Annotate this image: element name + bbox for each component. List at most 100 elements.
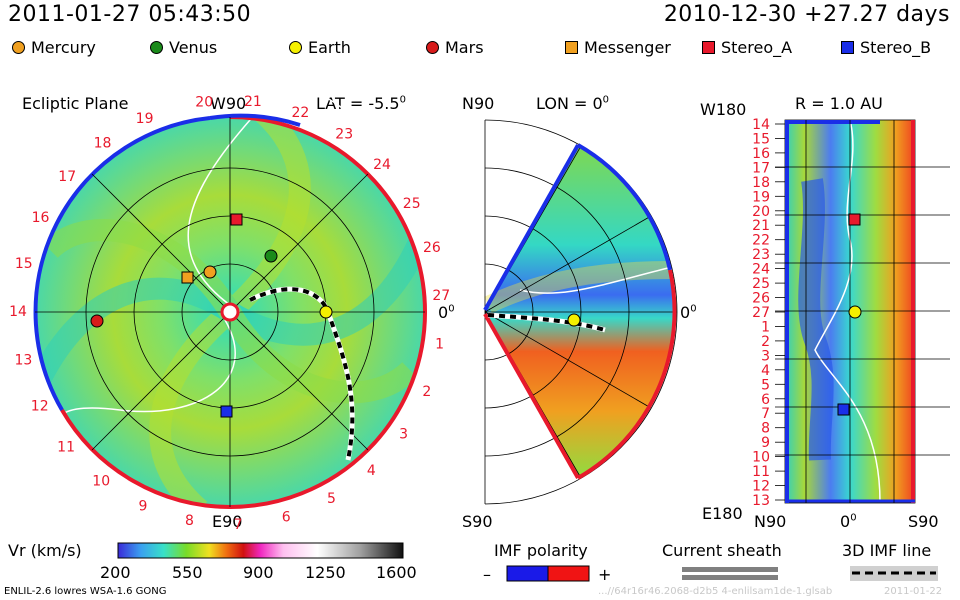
rotation-label: 13 bbox=[14, 353, 32, 369]
rotation-label: 14 bbox=[9, 304, 27, 320]
rotation-label: 25 bbox=[403, 196, 421, 212]
stereo-b-icon bbox=[220, 405, 233, 418]
run-date-footer: 2011-01-22 bbox=[884, 586, 943, 597]
mercury-icon bbox=[203, 265, 217, 279]
rotation-label: 11 bbox=[57, 440, 75, 456]
current-sheath-label: Current sheath bbox=[662, 541, 782, 560]
rotation-label: 17 bbox=[58, 169, 76, 185]
synoptic-day-label: 16 bbox=[752, 146, 770, 162]
meridional-grid bbox=[484, 119, 678, 505]
run-id-footer: ...//64r16r46.2068-d2b5 4-enlilsam1de-1.… bbox=[598, 586, 833, 597]
meridional-top-label: N90 bbox=[462, 94, 495, 113]
messenger-marker-icon bbox=[565, 41, 578, 54]
synoptic-day-label: 19 bbox=[752, 189, 770, 205]
synoptic-day-label: 9 bbox=[761, 435, 770, 451]
synoptic-day-label: 14 bbox=[752, 117, 770, 133]
earth-meridional-icon bbox=[567, 313, 581, 327]
meridional-lon-label: LON = 00 bbox=[536, 94, 610, 113]
imf-line-meridional bbox=[487, 313, 606, 332]
ecliptic-lat-label: LAT = -5.50 bbox=[316, 94, 406, 113]
current-sheath-meridional bbox=[519, 267, 669, 294]
colorbar-tick-900: 900 bbox=[243, 563, 274, 582]
legend-stereo-a: Stereo_A bbox=[702, 38, 792, 57]
synoptic-day-label: 25 bbox=[752, 276, 770, 292]
synoptic-x-left: N90 bbox=[754, 512, 787, 531]
legend-stereo-b: Stereo_B bbox=[841, 38, 931, 57]
rotation-label: 20 bbox=[195, 95, 213, 111]
synoptic-day-label: 13 bbox=[752, 493, 770, 509]
meridional-zero-label: 00 bbox=[680, 303, 697, 322]
synoptic-r-label: R = 1.0 AU bbox=[795, 94, 883, 113]
rotation-label: 18 bbox=[94, 136, 112, 152]
rotation-label: 16 bbox=[32, 210, 50, 226]
ecliptic-plane-disk bbox=[33, 90, 427, 509]
synoptic-day-label: 12 bbox=[752, 479, 770, 495]
velocity-colorbar bbox=[117, 542, 404, 559]
synoptic-day-label: 10 bbox=[752, 450, 770, 466]
synoptic-panel bbox=[775, 119, 950, 504]
imf-positive-swatch bbox=[547, 565, 590, 582]
synoptic-top-label: W180 bbox=[700, 100, 747, 119]
rotation-label: 10 bbox=[92, 473, 110, 489]
ecliptic-top-label: W90 bbox=[210, 94, 247, 113]
ecliptic-title: Ecliptic Plane bbox=[22, 94, 129, 113]
rotation-label: 3 bbox=[399, 427, 408, 443]
colorbar-label: Vr (km/s) bbox=[8, 541, 82, 560]
synoptic-day-label: 27 bbox=[752, 305, 770, 321]
synoptic-day-label: 23 bbox=[752, 247, 770, 263]
imf-line-label: 3D IMF line bbox=[842, 541, 932, 560]
stereo-a-marker-icon bbox=[702, 41, 715, 54]
rotation-label: 15 bbox=[15, 256, 33, 272]
legend-mars: Mars bbox=[426, 38, 484, 57]
venus-icon bbox=[264, 249, 278, 263]
rotation-label: 19 bbox=[136, 111, 154, 127]
model-footer: ENLIL-2.6 lowres WSA-1.6 GONG bbox=[4, 586, 167, 597]
synoptic-day-labels: 1415161718192021222324252627123456789101… bbox=[752, 117, 785, 509]
reference-date-label: 2010-12-30 +27.27 days bbox=[663, 2, 950, 27]
rotation-label: 2 bbox=[422, 384, 431, 400]
rotation-labels: 20 21222324252627123456789101112131415161… bbox=[9, 94, 450, 533]
current-sheath-ecliptic-2 bbox=[49, 319, 236, 441]
rotation-label: 9 bbox=[139, 498, 148, 514]
synoptic-day-label: 6 bbox=[761, 392, 770, 408]
mars-marker-icon bbox=[426, 41, 439, 54]
synoptic-x-mid: 00 bbox=[840, 512, 857, 531]
synoptic-day-label: 18 bbox=[752, 175, 770, 191]
messenger-icon bbox=[181, 271, 194, 284]
datetime-label: 2011-01-27 05:43:50 bbox=[8, 2, 252, 27]
rotation-label: 27 bbox=[432, 288, 450, 304]
synoptic-day-label: 26 bbox=[752, 291, 770, 307]
current-sheath-synoptic bbox=[814, 119, 881, 503]
rotation-label: 24 bbox=[373, 157, 391, 173]
imf-plus-label: + bbox=[598, 565, 612, 584]
synoptic-day-label: 24 bbox=[752, 262, 770, 278]
rotation-label: 6 bbox=[282, 509, 291, 525]
body-legend: Mercury Venus Earth Mars Messenger Stere… bbox=[12, 38, 952, 58]
imf-minus-label: – bbox=[483, 565, 491, 584]
mercury-marker-icon bbox=[12, 41, 25, 54]
colorbar-tick-1600: 1600 bbox=[376, 563, 417, 582]
synoptic-x-right: S90 bbox=[908, 512, 939, 531]
synoptic-day-label: 22 bbox=[752, 233, 770, 249]
ecliptic-bottom-label: E90 bbox=[212, 512, 243, 531]
rotation-label: 23 bbox=[335, 126, 353, 142]
imf-negative-swatch bbox=[506, 565, 549, 582]
ecliptic-zero-label: 00 bbox=[438, 303, 455, 322]
synoptic-day-label: 8 bbox=[761, 421, 770, 437]
imf-polarity-label: IMF polarity bbox=[494, 541, 588, 560]
current-sheath-swatch-2 bbox=[682, 575, 778, 580]
rotation-label: 21 bbox=[244, 94, 262, 110]
synoptic-day-label: 20 bbox=[752, 204, 770, 220]
synoptic-bottom-label: E180 bbox=[702, 504, 743, 523]
legend-venus: Venus bbox=[150, 38, 217, 57]
rotation-label: 7 bbox=[234, 517, 243, 533]
current-sheath-swatch bbox=[682, 567, 778, 572]
rotation-label: 12 bbox=[31, 399, 49, 415]
synoptic-day-label: 21 bbox=[752, 218, 770, 234]
synoptic-day-label: 5 bbox=[761, 377, 770, 393]
legend-messenger: Messenger bbox=[565, 38, 671, 57]
synoptic-day-label: 4 bbox=[761, 363, 770, 379]
meridional-bottom-label: S90 bbox=[462, 512, 493, 531]
mars-icon bbox=[90, 314, 104, 328]
